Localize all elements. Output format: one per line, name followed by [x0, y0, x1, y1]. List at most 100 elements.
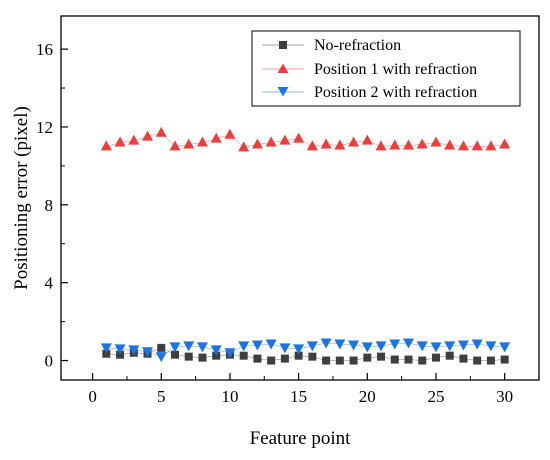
data-point-series-3	[306, 341, 318, 352]
data-point-series-3	[100, 343, 112, 354]
data-point-series-1	[184, 352, 193, 361]
data-point-series-2	[430, 136, 442, 147]
data-point-series-3	[279, 343, 291, 354]
series-line-2	[106, 132, 505, 148]
data-point-series-1	[418, 356, 427, 365]
data-point-series-3	[265, 339, 277, 350]
data-point-series-2	[499, 138, 511, 149]
data-point-series-1	[102, 349, 111, 358]
data-point-series-2	[238, 141, 250, 152]
data-point-series-2	[306, 140, 318, 151]
axis-ticks: 0 5 10 15 20 25 30 0 4 8 12 16	[36, 40, 513, 406]
data-point-series-2	[210, 132, 222, 143]
data-point-series-3	[471, 339, 483, 350]
y-tick-label: 16	[36, 40, 53, 59]
data-point-series-1	[198, 353, 207, 362]
data-point-series-3	[416, 341, 428, 352]
y-tick-label: 4	[45, 274, 54, 293]
data-point-series-3	[348, 340, 360, 351]
y-tick-label: 0	[45, 352, 54, 371]
data-point-series-1	[390, 355, 399, 364]
x-axis-title: Feature point	[250, 428, 352, 449]
x-tick-label: 20	[359, 387, 376, 406]
data-point-series-3	[169, 342, 181, 353]
legend-box	[251, 30, 521, 107]
data-point-series-1	[349, 356, 358, 365]
data-point-series-1	[253, 354, 262, 363]
x-tick-label: 0	[88, 387, 97, 406]
y-tick-label: 8	[45, 196, 54, 215]
data-point-series-2	[361, 134, 373, 145]
data-point-series-1	[322, 356, 331, 365]
data-point-series-3	[444, 341, 456, 352]
x-tick-label: 25	[427, 387, 444, 406]
series-line-1	[106, 347, 505, 361]
data-point-series-2	[334, 139, 346, 150]
data-point-series-2	[471, 140, 483, 151]
data-point-series-3	[114, 344, 126, 355]
data-point-series-1	[377, 352, 386, 361]
data-point-series-3	[485, 341, 497, 352]
data-point-series-1	[157, 343, 166, 352]
data-point-series-3	[334, 339, 346, 350]
x-tick-label: 5	[157, 387, 166, 406]
data-point-series-2	[251, 138, 263, 149]
data-point-series-3	[210, 345, 222, 356]
data-point-series-1	[500, 355, 509, 364]
data-point-series-1	[445, 351, 454, 360]
data-point-series-3	[251, 340, 263, 351]
data-point-series-2	[416, 138, 428, 149]
legend-triangle-down-marker	[277, 87, 289, 97]
data-point-series-2	[320, 138, 332, 149]
data-point-series-2	[389, 139, 401, 150]
data-point-series-3	[238, 341, 250, 352]
data-point-series-2	[183, 138, 195, 149]
data-point-series-2	[128, 134, 140, 145]
data-point-series-3	[430, 342, 442, 353]
data-point-series-3	[128, 345, 140, 356]
data-point-series-3	[403, 338, 415, 349]
legend-triangle-up-marker	[277, 63, 289, 73]
data-point-series-3	[361, 342, 373, 353]
data-point-series-2	[348, 136, 360, 147]
data-point-series-1	[431, 353, 440, 362]
data-point-series-1	[473, 356, 482, 365]
data-point-series-1	[459, 354, 468, 363]
data-marks	[100, 126, 511, 365]
data-point-series-1	[212, 351, 221, 360]
data-point-series-2	[444, 139, 456, 150]
data-point-series-2	[485, 140, 497, 151]
data-point-series-3	[499, 342, 511, 353]
data-point-series-1	[363, 353, 372, 362]
data-point-series-2	[114, 136, 126, 147]
legend-label-position-2: Position 2 with refraction	[314, 84, 477, 101]
data-point-series-3	[389, 339, 401, 350]
data-point-series-3	[155, 352, 167, 363]
data-point-series-2	[375, 140, 387, 151]
series-line-3	[106, 342, 505, 357]
data-point-series-3	[375, 341, 387, 352]
data-point-series-2	[100, 140, 112, 151]
data-point-series-2	[293, 132, 305, 143]
data-point-series-2	[224, 128, 236, 139]
data-point-series-3	[320, 338, 332, 349]
data-point-series-1	[280, 354, 289, 363]
data-point-series-1	[294, 351, 303, 360]
data-point-series-1	[308, 352, 317, 361]
data-point-series-3	[196, 342, 208, 353]
legend-square-marker	[279, 41, 287, 49]
legend-label-position-1: Position 1 with refraction	[314, 61, 477, 78]
data-point-series-1	[486, 356, 495, 365]
data-point-series-2	[169, 140, 181, 151]
legend-label-no-refraction: No-refraction	[314, 37, 401, 54]
data-point-series-3	[293, 344, 305, 355]
y-tick-label: 12	[36, 118, 53, 137]
x-tick-label: 10	[221, 387, 238, 406]
data-point-series-1	[171, 350, 180, 359]
y-axis-title: Positioning error (pixel)	[11, 106, 32, 290]
data-point-series-1	[404, 355, 413, 364]
data-point-series-1	[335, 356, 344, 365]
data-point-series-3	[224, 348, 236, 359]
data-point-series-3	[457, 340, 469, 351]
